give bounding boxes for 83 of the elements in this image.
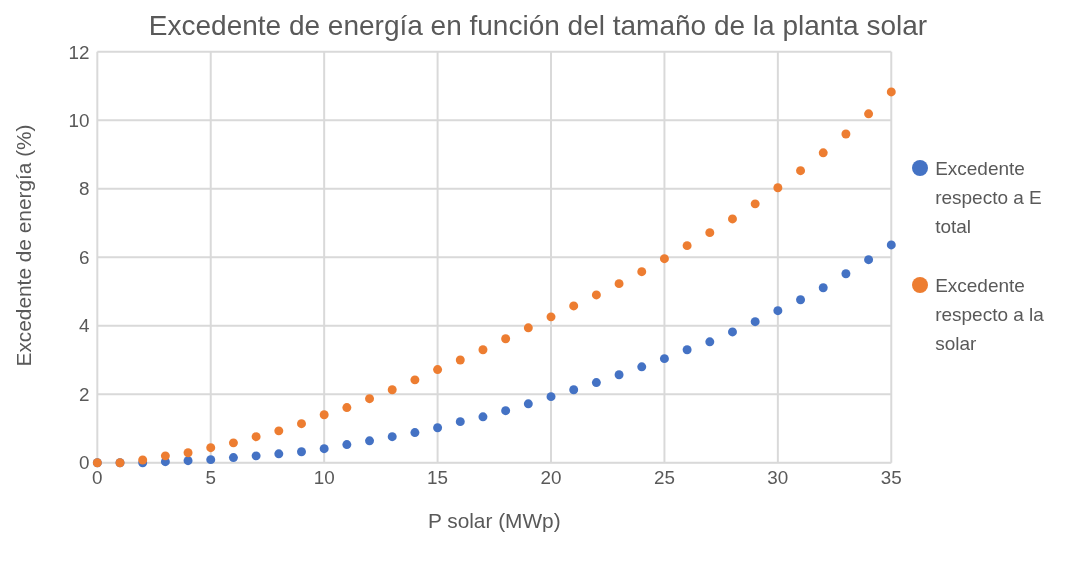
point [886,240,896,250]
point [614,370,624,380]
x-tick-label: 25 [653,467,675,489]
point [206,455,216,465]
point [864,255,874,265]
point [705,337,715,347]
point [433,423,443,433]
point [773,183,783,193]
point [569,385,579,395]
point [591,290,601,300]
point [297,447,306,457]
point [206,443,216,453]
point [886,87,896,97]
y-tick-label: 4 [78,315,90,337]
x-tick-label: 10 [313,467,335,489]
point [750,317,760,327]
point [228,438,238,448]
point [455,417,465,427]
point [501,334,511,344]
point [251,451,261,461]
point [365,394,375,404]
point [682,241,692,251]
legend-label: Excedente respecto a E total [935,157,1043,239]
chart-title: Excedente de energía en función del tamaño de la planta solar [147,9,929,43]
point [274,426,284,436]
point [387,432,397,442]
point [637,362,647,372]
point [342,440,352,450]
point [682,345,692,355]
point [387,385,397,395]
point [251,432,261,442]
point [818,148,828,158]
point [659,354,669,364]
x-tick-label: 15 [427,467,449,489]
point [228,453,238,463]
x-axis-title: P solar (MWp) [427,509,561,533]
point [773,306,783,316]
point [433,365,443,375]
x-tick-label: 5 [205,467,216,489]
point [365,436,375,446]
y-axis-title: Excedente de energía (%) [12,124,36,367]
point [274,449,284,459]
point [796,166,806,176]
y-tick-label: 0 [78,452,90,474]
x-tick-label: 30 [767,467,789,489]
point [455,355,465,365]
point [637,267,647,277]
point [841,129,851,139]
y-tick-label: 8 [78,178,90,200]
point [841,269,851,279]
point [523,323,533,333]
point [478,412,488,422]
point [569,301,579,311]
point [501,406,511,416]
legend-label: Excedente respecto a la solar [935,274,1045,356]
point [523,399,533,409]
point [410,375,420,385]
point [319,410,329,420]
point [160,451,170,461]
point [591,378,601,388]
x-tick-label: 35 [880,467,902,489]
point [546,392,556,402]
point [864,109,874,119]
point [818,283,828,293]
y-tick-label: 6 [78,246,90,268]
point [705,228,715,238]
y-tick-label: 10 [68,110,90,132]
point [342,403,352,413]
point [796,295,806,305]
point [183,448,193,458]
point [546,312,556,322]
point [297,419,306,429]
point [410,428,420,438]
point [750,199,760,209]
point [659,254,669,264]
point [319,444,329,454]
y-tick-label: 12 [68,41,90,63]
point [614,279,624,289]
point [728,327,737,337]
point [728,214,737,224]
point [478,345,488,355]
y-tick-label: 2 [78,383,90,405]
x-tick-label: 20 [540,467,562,489]
